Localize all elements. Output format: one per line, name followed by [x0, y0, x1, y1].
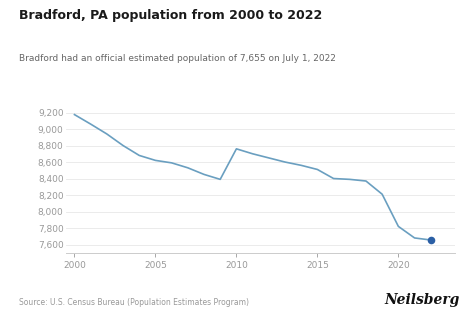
Text: Source: U.S. Census Bureau (Population Estimates Program): Source: U.S. Census Bureau (Population E… [19, 298, 249, 307]
Text: Neilsberg: Neilsberg [384, 293, 460, 307]
Point [427, 238, 435, 243]
Text: Bradford, PA population from 2000 to 2022: Bradford, PA population from 2000 to 202… [19, 9, 322, 22]
Text: Bradford had an official estimated population of 7,655 on July 1, 2022: Bradford had an official estimated popul… [19, 54, 336, 63]
